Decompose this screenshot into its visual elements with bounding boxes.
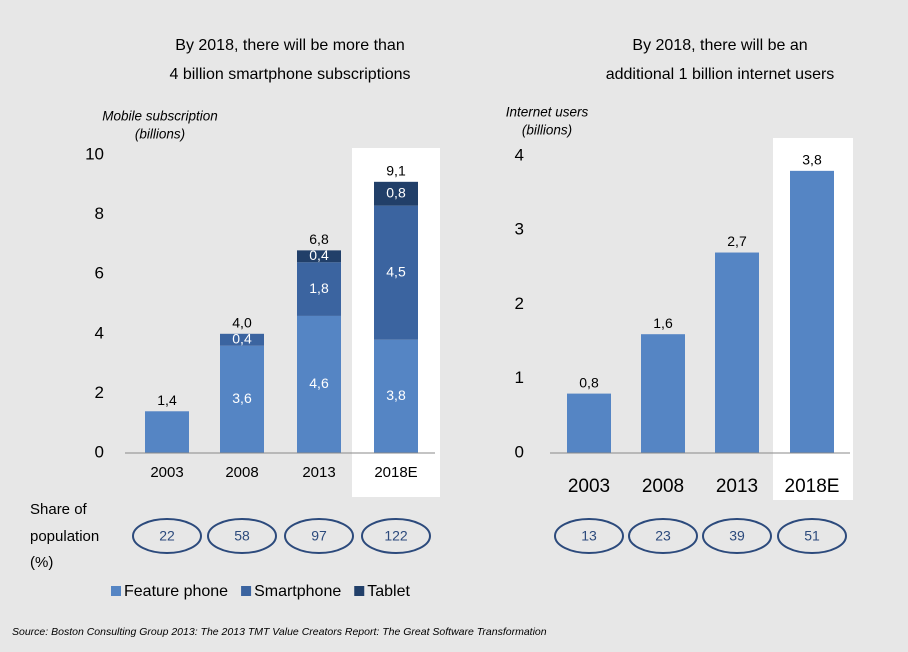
bar-segment bbox=[374, 205, 418, 340]
chart-title: By 2018, there will be an bbox=[632, 37, 807, 54]
value-label: 1,8 bbox=[309, 280, 329, 296]
y-tick-label: 4 bbox=[515, 145, 524, 164]
total-label: 1,4 bbox=[157, 392, 177, 408]
share-oval bbox=[361, 518, 431, 554]
share-value: 39 bbox=[729, 528, 745, 544]
y-axis-label: Mobile subscription bbox=[102, 109, 218, 124]
bar bbox=[641, 334, 685, 453]
y-axis-label: Internet users bbox=[506, 105, 589, 120]
share-label: Share of bbox=[30, 501, 88, 518]
share-value: 13 bbox=[581, 528, 597, 544]
source: Source: Boston Consulting Group 2013: Th… bbox=[12, 626, 547, 638]
share-value: 122 bbox=[384, 528, 408, 544]
value-label: 0,4 bbox=[309, 247, 329, 263]
bar-segment bbox=[374, 339, 418, 453]
chart-title: 4 billion smartphone subscriptions bbox=[169, 66, 410, 83]
total-label: 6,8 bbox=[309, 231, 329, 247]
legend-swatch bbox=[241, 586, 252, 596]
legend-label: Feature phone bbox=[124, 583, 228, 600]
share-value: 23 bbox=[655, 528, 671, 544]
bar-segment bbox=[220, 333, 264, 346]
share-oval bbox=[284, 518, 354, 554]
legend-swatch bbox=[354, 586, 365, 596]
y-tick-label: 10 bbox=[85, 144, 104, 163]
share-oval bbox=[777, 518, 847, 554]
bar bbox=[715, 252, 759, 453]
x-tick-label: 2008 bbox=[225, 464, 258, 481]
legend-label: Smartphone bbox=[254, 583, 341, 600]
share-oval bbox=[702, 518, 772, 554]
x-tick-label: 2013 bbox=[716, 476, 758, 497]
legend-label: Tablet bbox=[367, 583, 410, 600]
share-oval bbox=[132, 518, 202, 554]
bar-segment bbox=[297, 262, 341, 316]
bar bbox=[567, 393, 611, 453]
bar-segment bbox=[220, 345, 264, 453]
share-value: 51 bbox=[804, 528, 820, 544]
y-tick-label: 6 bbox=[95, 264, 104, 283]
y-tick-label: 1 bbox=[515, 368, 524, 387]
x-tick-label: 2008 bbox=[642, 476, 684, 497]
value-label: 0,8 bbox=[579, 374, 599, 390]
x-tick-label: 2003 bbox=[150, 464, 183, 481]
share-oval bbox=[628, 518, 698, 554]
value-label: 4,6 bbox=[309, 375, 329, 391]
bar-segment bbox=[297, 315, 341, 453]
bar-segment bbox=[145, 411, 189, 453]
share-value: 97 bbox=[311, 528, 327, 544]
value-label: 4,5 bbox=[386, 263, 406, 279]
x-tick-label: 2018E bbox=[785, 476, 840, 497]
legend-swatch bbox=[111, 586, 121, 596]
y-tick-label: 3 bbox=[515, 220, 524, 239]
x-tick-label: 2003 bbox=[568, 476, 610, 497]
value-label: 0,8 bbox=[386, 184, 406, 200]
value-label: 3,6 bbox=[232, 390, 252, 406]
y-tick-label: 8 bbox=[95, 204, 104, 223]
y-tick-label: 0 bbox=[95, 442, 104, 461]
chart-title: By 2018, there will be more than bbox=[175, 37, 404, 54]
y-axis-label: (billions) bbox=[522, 123, 572, 138]
y-tick-label: 2 bbox=[95, 383, 104, 402]
bar-segment bbox=[297, 250, 341, 263]
y-tick-label: 0 bbox=[515, 442, 524, 461]
chart-title: additional 1 billion internet users bbox=[606, 66, 835, 83]
bar bbox=[790, 170, 834, 453]
value-label: 2,7 bbox=[727, 233, 747, 249]
total-label: 4,0 bbox=[232, 315, 252, 331]
value-label: 1,6 bbox=[653, 315, 673, 331]
share-oval bbox=[207, 518, 277, 554]
value-label: 0,4 bbox=[232, 330, 252, 346]
value-label: 3,8 bbox=[802, 152, 822, 168]
value-label: 3,8 bbox=[386, 387, 406, 403]
x-tick-label: 2018E bbox=[374, 464, 417, 481]
share-value: 58 bbox=[234, 528, 250, 544]
share-label: population bbox=[30, 528, 99, 545]
share-oval bbox=[554, 518, 624, 554]
y-tick-label: 2 bbox=[515, 294, 524, 313]
y-axis-label: (billions) bbox=[135, 127, 185, 142]
total-label: 9,1 bbox=[386, 163, 406, 179]
share-value: 22 bbox=[159, 528, 175, 544]
x-tick-label: 2013 bbox=[302, 464, 335, 481]
share-label: (%) bbox=[30, 554, 53, 571]
bar-segment bbox=[374, 181, 418, 206]
y-tick-label: 4 bbox=[95, 323, 104, 342]
